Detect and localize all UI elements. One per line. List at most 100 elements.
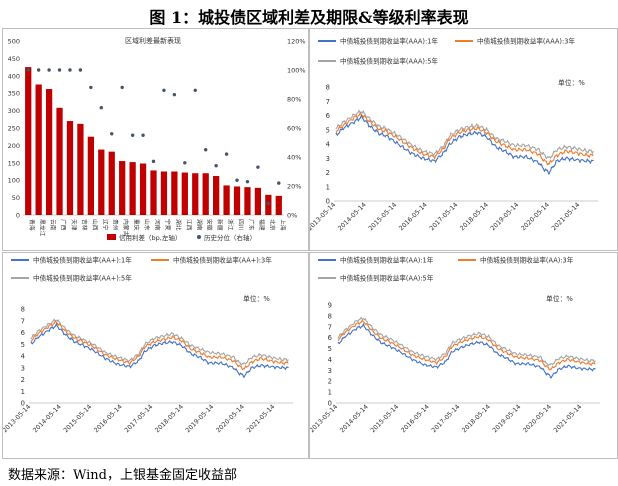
unit-label: 单位：% [558,78,585,87]
legend-label: 中债城投债到期收益率(AA+):1年 [33,256,132,265]
percentile-point [110,132,114,136]
spread-bar [139,163,147,215]
series-line [337,319,596,371]
spread-bar [77,123,84,215]
x-tick-label: 2016-05-14 [400,403,431,434]
y-tick-label: 3 [326,155,330,163]
y-tick-label: 6 [21,329,25,337]
category-tick-label: 青海 [28,219,36,231]
left-axis-tick-label: 200 [8,142,20,150]
percentile-point [204,148,208,152]
percentile-point [78,68,83,72]
spread-bar [66,121,74,215]
right-axis-tick-label: 0% [287,212,297,220]
y-tick-label: 7 [21,317,25,325]
percentile-point [162,88,166,92]
x-tick-label: 2018-05-14 [154,403,185,434]
spread-bar [233,186,241,215]
percentile-point [183,161,187,165]
percentile-point [193,88,197,92]
percentile-point [214,164,218,168]
category-tick-label: 内蒙古 [122,219,130,237]
x-tick-label: 2014-05-14 [339,403,370,434]
left-axis-tick-label: 400 [8,72,20,80]
y-tick-label: 9 [328,302,332,310]
right-axis-tick-label: 60% [287,125,301,133]
x-tick-label: 2015-05-14 [62,403,93,434]
y-tick-label: 3 [21,364,25,372]
percentile-point [120,85,124,90]
percentile-point [172,92,177,97]
line-chart-aaplus-panel: 中债城投债到期收益率(AA+):1年 中债城投债到期收益率(AA+):3年 中债城投… [1,252,309,459]
y-tick-label: 7 [328,323,332,331]
left-axis-tick-label: 250 [8,125,20,133]
y-tick-label: 6 [328,334,332,342]
series-line [335,109,594,160]
category-tick-label: 吉林 [80,219,88,231]
right-axis-tick-label: 40% [287,154,301,162]
category-tick-label: 辽宁 [101,219,109,231]
category-tick-label: 福建 [258,219,266,231]
legend-label: 中债城投债到期收益率(AAA):1年 [340,37,438,46]
legend-label: 中债城投债到期收益率(AA):3年 [480,256,574,265]
spread-bar [213,176,220,215]
category-tick-label: 广西 [60,219,68,231]
spread-bar [275,195,282,215]
x-tick-label: 2017-05-14 [430,403,461,434]
x-tick-label: 2021-05-14 [551,201,582,232]
left-axis-tick-label: 150 [8,159,20,167]
category-tick-label: 上海 [279,219,287,231]
percentile-point [151,159,156,164]
spread-bar [129,162,136,215]
figure-title: 图 1：城投债区域利差及期限&等级利率表现 [149,8,469,27]
yield-chart-aaplus: 中债城投债到期收益率(AA+):1年 中债城投债到期收益率(AA+):3年中债城投… [1,256,293,434]
category-tick-label: 北京 [268,219,276,231]
category-tick-label: 山东 [143,219,151,231]
y-tick-label: 1 [328,389,332,397]
category-tick-label: 浙江 [227,219,235,231]
y-tick-label: 1 [326,183,330,191]
legend-swatch-bar [107,234,116,240]
category-tick-label: 贵州 [112,219,120,231]
unit-label: 单位：% [546,294,573,303]
legend-label: 中债城投债到期收益率(AAA):5年 [340,57,438,66]
percentile-point [224,152,229,156]
spread-bar [223,185,230,215]
legend-label: 中债城投债到期收益率(AA+):5年 [33,274,132,283]
right-axis-tick-label: 20% [287,183,301,191]
yield-chart-aa: 中债城投债到期收益率(AA):1年 中债城投债到期收益率(AA):3年中债城投债到… [308,256,600,434]
y-tick-label: 7 [326,98,330,106]
x-tick-label: 2018-05-14 [461,403,492,434]
x-tick-label: 2020-05-14 [520,201,551,232]
percentile-point [26,68,30,72]
spread-bar [244,187,251,215]
y-tick-label: 0 [328,400,332,408]
y-tick-label: 4 [21,353,25,361]
x-tick-label: 2017-05-14 [428,201,459,232]
chart-title: 区域利差最新表现 [125,36,181,45]
x-tick-label: 2017-05-14 [123,403,154,434]
percentile-point [141,133,145,137]
source-note: 数据来源：Wind，上银基金固定收益部 [8,468,237,483]
category-tick-label: 安徽 [206,219,214,231]
left-axis-tick-label: 100 [8,177,20,185]
spread-bar [119,161,126,215]
x-tick-label: 2014-05-14 [337,201,368,232]
category-tick-label: 云南 [49,219,57,231]
x-tick-label: 2013-05-14 [310,201,337,232]
x-tick-label: 2021-05-14 [246,403,277,434]
spread-bar [25,67,32,215]
x-tick-label: 2019-05-14 [492,403,523,434]
spread-bar [181,172,188,215]
series-line [335,111,594,166]
percentile-point [130,133,135,137]
x-tick-label: 2014-05-14 [32,403,63,434]
category-tick-label: 新疆 [216,219,224,231]
y-tick-label: 8 [21,306,25,314]
x-tick-label: 2016-05-14 [398,201,429,232]
bar-chart-panel: 区域利差最新表现 0 50 100 150 200 250 300 350 400 450 500 0%… [2,28,309,251]
spread-bar [202,173,209,215]
percentile-point [277,181,281,185]
x-tick-label: 2015-05-14 [367,201,398,232]
spread-bar [56,107,63,215]
